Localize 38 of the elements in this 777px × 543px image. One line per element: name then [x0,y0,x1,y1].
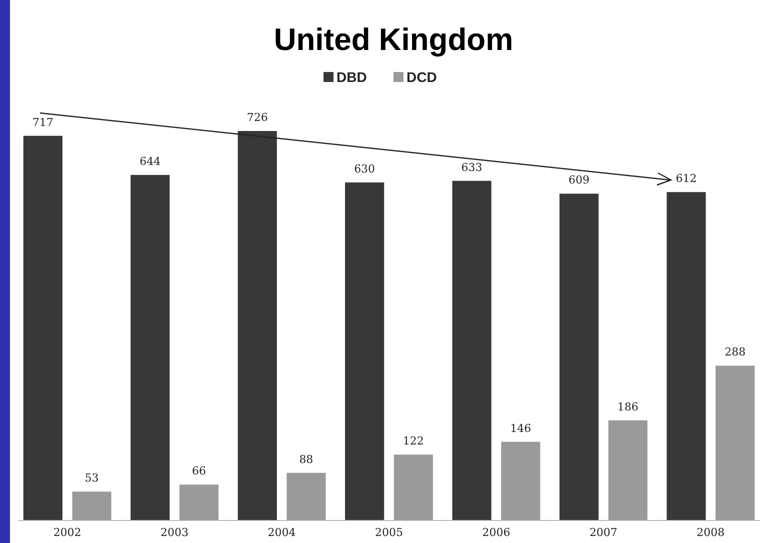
x-tick-label: 2002 [53,526,82,539]
bar [72,492,112,520]
data-label: 66 [192,464,206,478]
bar [394,454,433,520]
bar [666,192,706,520]
bar [286,472,326,520]
legend-label: DBD [336,69,367,85]
bar [608,420,648,520]
data-label: 630 [354,162,376,176]
data-label: 186 [617,400,638,414]
data-label: 612 [676,172,697,186]
data-label: 609 [568,174,590,187]
data-label: 122 [402,434,424,448]
legend-label: DCD [406,69,437,85]
bar [345,182,384,520]
data-label: 633 [461,160,482,174]
x-tick-label: 2004 [268,526,296,539]
bar [179,484,219,520]
data-label: 726 [246,111,268,124]
chart-title: United Kingdom [274,22,514,57]
bar [130,174,170,520]
x-tick-label: 2003 [160,526,189,539]
bar [23,136,62,520]
x-tick-label: 2006 [482,526,510,539]
data-label: 644 [140,154,161,168]
bar [716,366,755,520]
x-tick-label: 2005 [375,526,403,539]
data-label: 717 [32,116,54,129]
data-label: 288 [724,346,746,359]
data-label: 88 [299,452,314,466]
bar [452,180,492,520]
bar [559,194,599,520]
data-label: 53 [84,472,99,485]
x-tick-label: 2007 [589,526,618,539]
bar [501,442,540,520]
bar [238,131,277,520]
x-tick-label: 2008 [696,526,725,539]
data-label: 146 [510,422,532,435]
